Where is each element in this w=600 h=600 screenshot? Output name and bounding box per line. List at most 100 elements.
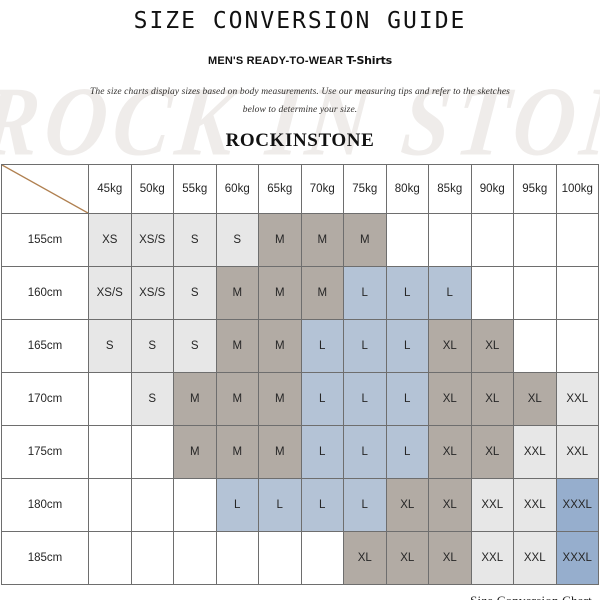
size-table-wrapper: 45kg 50kg 55kg 60kg 65kg 70kg 75kg 80kg 85kg 90kg… (0, 163, 600, 585)
size-cell-185cm-80kg: XL (385, 530, 429, 585)
diagonal-divider-icon (2, 165, 88, 213)
size-cell-160cm-55kg: S (173, 265, 217, 320)
size-cell-185cm-60kg (215, 530, 259, 585)
size-cell-155cm-100kg (555, 212, 599, 267)
size-cell-175cm-60kg: M (215, 424, 259, 479)
row-header-170cm: 170cm (1, 371, 89, 426)
footer-caption: Size Conversion Chart (0, 585, 600, 600)
size-cell-185cm-55kg (173, 530, 217, 585)
table-row: 155cm XS XS/S S S M M M (1, 212, 599, 267)
row-header-165cm: 165cm (1, 318, 89, 373)
size-cell-165cm-100kg (555, 318, 599, 373)
size-cell-165cm-50kg: S (130, 318, 174, 373)
subtitle-accent: T-Shirts (346, 53, 393, 67)
table-row: 170cm S M M M L L L XL XL XL XXL (1, 371, 599, 426)
size-cell-170cm-85kg: XL (428, 371, 472, 426)
size-cell-155cm-55kg: S (173, 212, 217, 267)
size-cell-170cm-45kg (88, 371, 132, 426)
size-cell-165cm-90kg: XL (470, 318, 514, 373)
column-header-90kg: 90kg (470, 163, 514, 214)
table-body: 155cm XS XS/S S S M M M 160cm XS/S XS/S S M M M L L L 165c… (1, 212, 599, 585)
brand-name: ROCKINSTONE (225, 129, 375, 151)
size-cell-160cm-75kg: L (343, 265, 387, 320)
size-cell-160cm-60kg: M (215, 265, 259, 320)
column-header-65kg: 65kg (258, 163, 302, 214)
size-cell-180cm-95kg: XXL (513, 477, 557, 532)
column-header-75kg: 75kg (343, 163, 387, 214)
size-cell-155cm-60kg: S (215, 212, 259, 267)
size-cell-180cm-80kg: XL (385, 477, 429, 532)
size-cell-175cm-95kg: XXL (513, 424, 557, 479)
size-cell-165cm-80kg: L (385, 318, 429, 373)
size-cell-160cm-90kg (470, 265, 514, 320)
size-cell-170cm-50kg: S (130, 371, 174, 426)
size-cell-165cm-60kg: M (215, 318, 259, 373)
row-header-180cm: 180cm (1, 477, 89, 532)
size-cell-170cm-60kg: M (215, 371, 259, 426)
size-cell-170cm-80kg: L (385, 371, 429, 426)
size-cell-185cm-90kg: XXL (470, 530, 514, 585)
size-cell-180cm-85kg: XL (428, 477, 472, 532)
size-cell-165cm-70kg: L (300, 318, 344, 373)
size-cell-160cm-80kg: L (385, 265, 429, 320)
size-cell-160cm-65kg: M (258, 265, 302, 320)
column-header-50kg: 50kg (130, 163, 174, 214)
column-header-85kg: 85kg (428, 163, 472, 214)
column-header-60kg: 60kg (215, 163, 259, 214)
table-row: 185cm XL XL XL XXL XXL XXXL (1, 530, 599, 585)
size-cell-185cm-75kg: XL (343, 530, 387, 585)
size-cell-155cm-65kg: M (258, 212, 302, 267)
size-cell-165cm-95kg (513, 318, 557, 373)
size-cell-170cm-65kg: M (258, 371, 302, 426)
size-cell-180cm-75kg: L (343, 477, 387, 532)
size-cell-160cm-95kg (513, 265, 557, 320)
size-cell-160cm-100kg (555, 265, 599, 320)
size-cell-155cm-90kg (470, 212, 514, 267)
size-cell-175cm-90kg: XL (470, 424, 514, 479)
size-cell-185cm-100kg: XXXL (555, 530, 599, 585)
size-cell-175cm-55kg: M (173, 424, 217, 479)
size-cell-175cm-65kg: M (258, 424, 302, 479)
column-header-70kg: 70kg (300, 163, 344, 214)
size-cell-165cm-65kg: M (258, 318, 302, 373)
size-cell-170cm-55kg: M (173, 371, 217, 426)
size-cell-180cm-50kg (130, 477, 174, 532)
page-title: SIZE CONVERSION GUIDE (133, 8, 467, 34)
size-cell-155cm-95kg (513, 212, 557, 267)
size-cell-175cm-75kg: L (343, 424, 387, 479)
header-block: SIZE CONVERSION GUIDE MEN'S READY-TO-WEA… (0, 0, 600, 152)
size-cell-180cm-70kg: L (300, 477, 344, 532)
size-conversion-table: 45kg 50kg 55kg 60kg 65kg 70kg 75kg 80kg 85kg 90kg… (1, 163, 599, 585)
size-cell-155cm-80kg (385, 212, 429, 267)
description-text: The size charts display sizes based on b… (90, 86, 510, 116)
column-header-100kg: 100kg (555, 163, 599, 214)
size-cell-155cm-50kg: XS/S (130, 212, 174, 267)
column-header-95kg: 95kg (513, 163, 557, 214)
size-cell-185cm-50kg (130, 530, 174, 585)
size-cell-170cm-95kg: XL (513, 371, 557, 426)
header-row: 45kg 50kg 55kg 60kg 65kg 70kg 75kg 80kg 85kg 90kg… (1, 163, 599, 214)
size-cell-155cm-70kg: M (300, 212, 344, 267)
size-cell-170cm-90kg: XL (470, 371, 514, 426)
size-cell-185cm-70kg (300, 530, 344, 585)
row-header-185cm: 185cm (1, 530, 89, 585)
size-cell-175cm-85kg: XL (428, 424, 472, 479)
size-cell-165cm-55kg: S (173, 318, 217, 373)
size-cell-180cm-65kg: L (258, 477, 302, 532)
size-cell-175cm-80kg: L (385, 424, 429, 479)
size-cell-160cm-50kg: XS/S (130, 265, 174, 320)
size-cell-180cm-100kg: XXXL (555, 477, 599, 532)
size-cell-185cm-95kg: XXL (513, 530, 557, 585)
size-cell-170cm-70kg: L (300, 371, 344, 426)
size-cell-165cm-75kg: L (343, 318, 387, 373)
column-header-80kg: 80kg (385, 163, 429, 214)
size-cell-175cm-45kg (88, 424, 132, 479)
table-row: 180cm L L L L XL XL XXL XXL XXXL (1, 477, 599, 532)
size-cell-185cm-45kg (88, 530, 132, 585)
row-header-175cm: 175cm (1, 424, 89, 479)
table-row: 165cm S S S M M L L L XL XL (1, 318, 599, 373)
size-cell-155cm-45kg: XS (88, 212, 132, 267)
size-cell-180cm-55kg (173, 477, 217, 532)
size-cell-155cm-85kg (428, 212, 472, 267)
